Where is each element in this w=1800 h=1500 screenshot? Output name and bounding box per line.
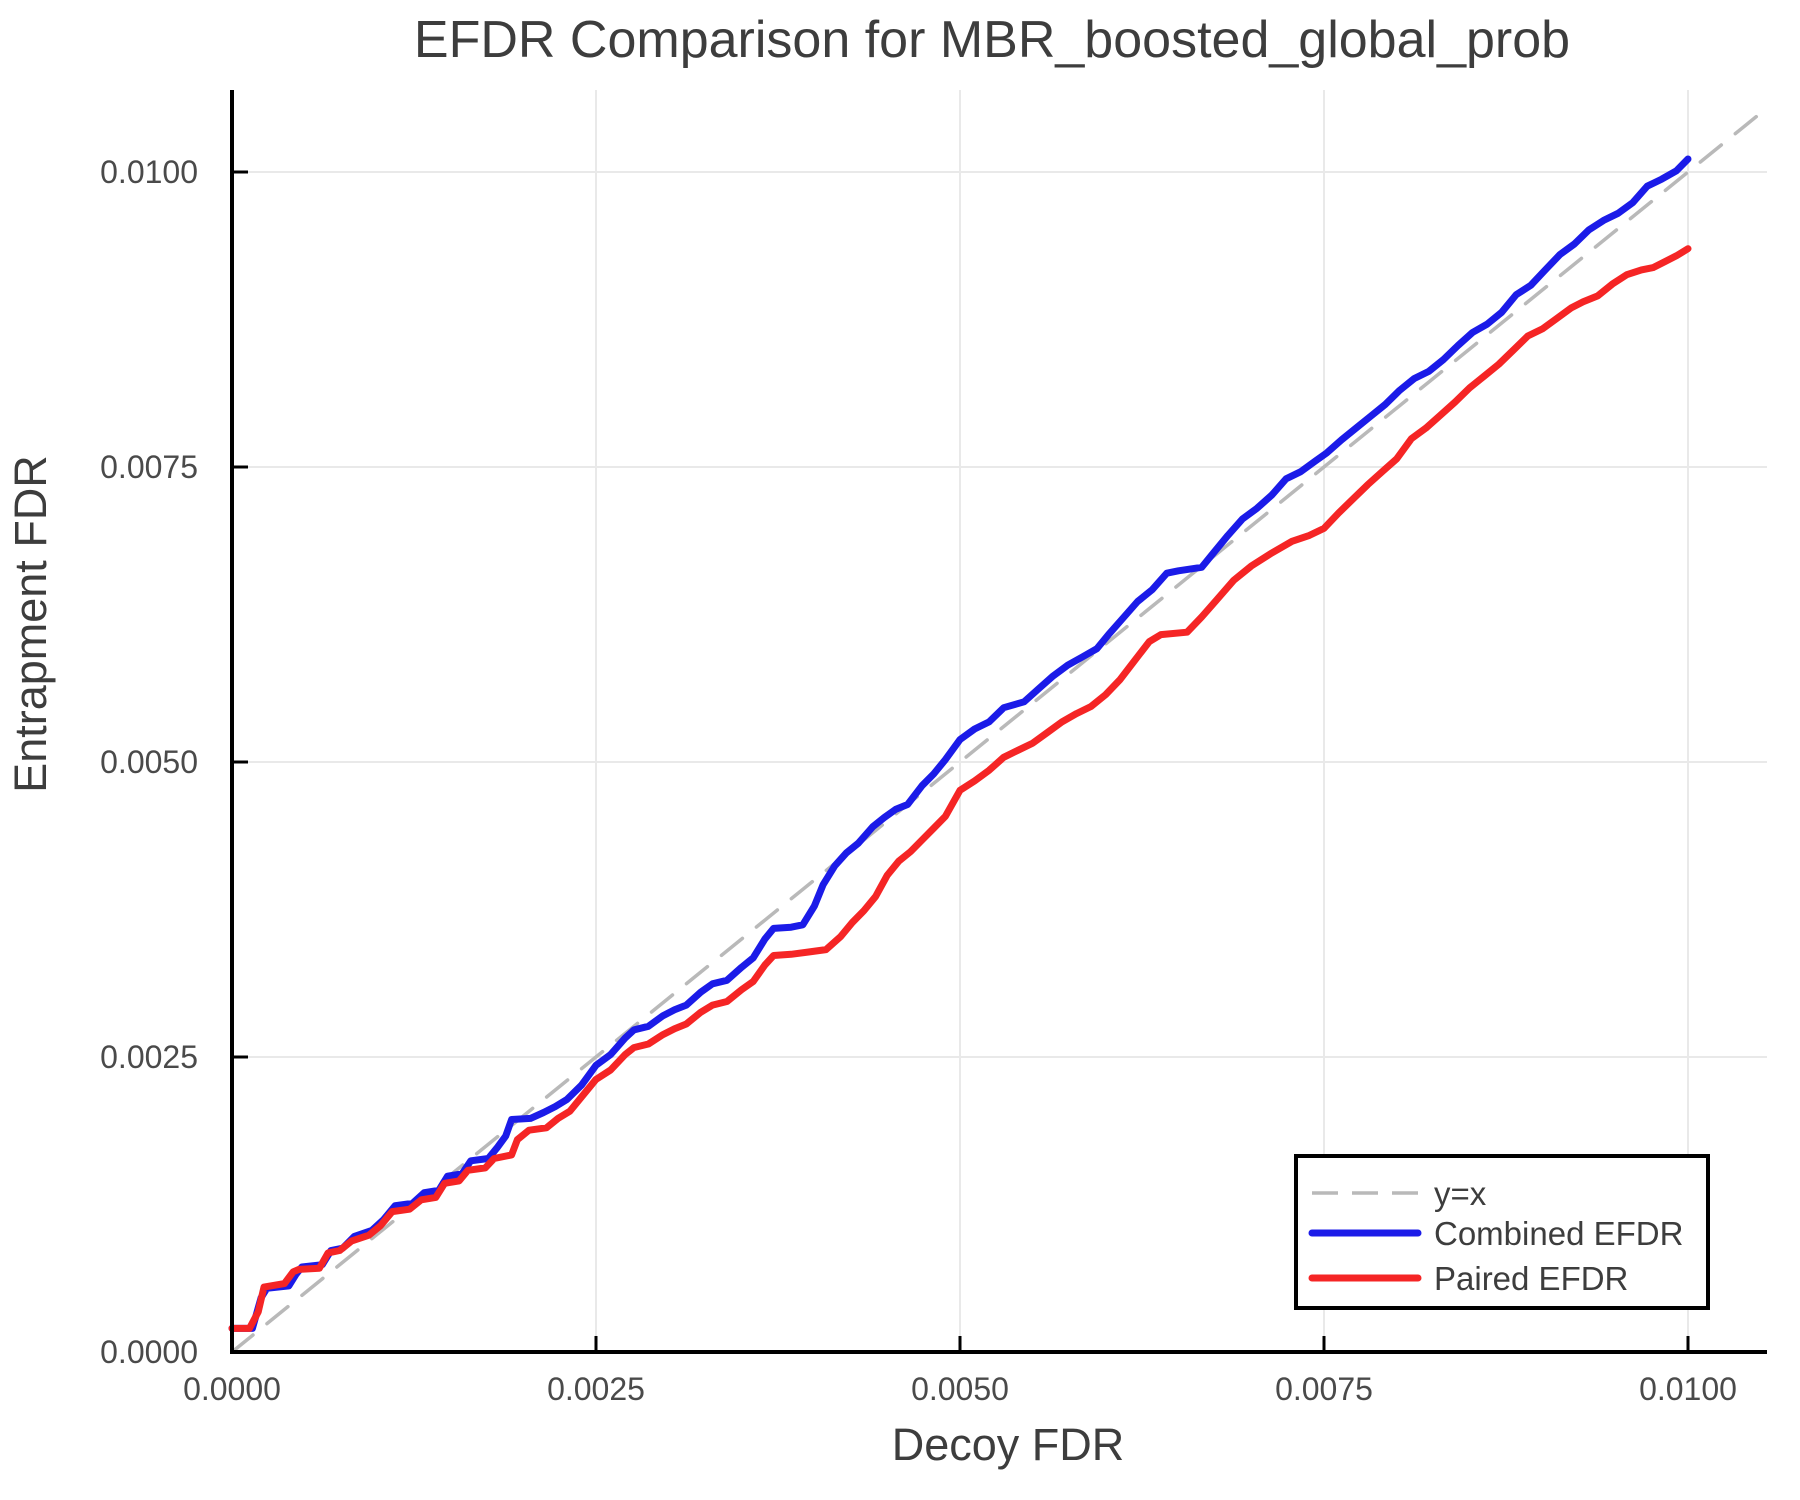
chart-title: EFDR Comparison for MBR_boosted_global_p… bbox=[414, 11, 1570, 69]
legend-label: Paired EFDR bbox=[1434, 1260, 1628, 1297]
y-tick-label: 0.0000 bbox=[100, 1334, 198, 1370]
axis-tick-labels: 0.0000 0.0025 0.0050 0.0075 0.0100 0.0000 0.00… bbox=[100, 154, 1737, 1407]
x-tick-label: 0.0075 bbox=[1275, 1371, 1373, 1407]
legend-label: y=x bbox=[1434, 1175, 1487, 1212]
x-tick-label: 0.0000 bbox=[183, 1371, 281, 1407]
axis-tick-marks bbox=[230, 170, 1690, 1354]
paired-efdr-line bbox=[228, 245, 1692, 1332]
x-tick-label: 0.0025 bbox=[547, 1371, 645, 1407]
y-tick-label: 0.0100 bbox=[100, 154, 198, 190]
x-tick-label: 0.0100 bbox=[1639, 1371, 1737, 1407]
identity-line bbox=[230, 106, 1769, 1354]
x-tick-label: 0.0050 bbox=[911, 1371, 1009, 1407]
data-series bbox=[228, 106, 1769, 1354]
y-tick-label: 0.0075 bbox=[100, 449, 198, 485]
x-axis-label: Decoy FDR bbox=[892, 1419, 1125, 1470]
legend-label: Combined EFDR bbox=[1434, 1215, 1683, 1252]
y-tick-label: 0.0025 bbox=[100, 1039, 198, 1075]
y-axis-label: Entrapment FDR bbox=[5, 455, 56, 793]
y-tick-label: 0.0050 bbox=[100, 744, 198, 780]
